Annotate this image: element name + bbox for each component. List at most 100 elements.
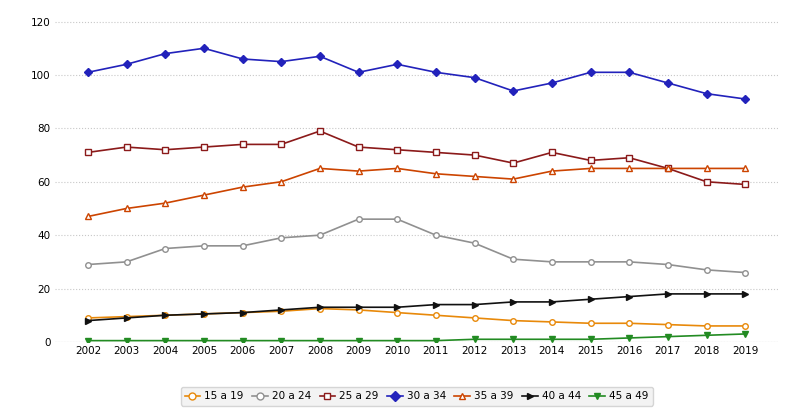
25 a 29: [625, 155, 634, 160]
15 a 19: [509, 318, 518, 323]
20 a 24: [354, 217, 363, 222]
40 a 44: [315, 305, 325, 310]
20 a 24: [625, 260, 634, 265]
15 a 19: [586, 321, 595, 326]
35 a 39: [354, 169, 363, 173]
Line: 40 a 44: 40 a 44: [85, 291, 748, 323]
45 a 49: [315, 338, 325, 343]
15 a 19: [432, 313, 441, 318]
35 a 39: [315, 166, 325, 171]
25 a 29: [122, 145, 131, 150]
45 a 49: [702, 333, 711, 338]
40 a 44: [432, 302, 441, 307]
45 a 49: [663, 334, 673, 339]
30 a 34: [586, 70, 595, 75]
30 a 34: [740, 96, 750, 101]
40 a 44: [238, 310, 248, 315]
45 a 49: [83, 338, 93, 343]
30 a 34: [509, 89, 518, 94]
35 a 39: [625, 166, 634, 171]
35 a 39: [392, 166, 402, 171]
40 a 44: [625, 294, 634, 299]
25 a 29: [509, 161, 518, 166]
25 a 29: [470, 152, 479, 157]
25 a 29: [547, 150, 556, 155]
40 a 44: [199, 311, 208, 316]
15 a 19: [160, 313, 170, 318]
30 a 34: [315, 54, 325, 59]
30 a 34: [160, 51, 170, 56]
15 a 19: [663, 322, 673, 327]
30 a 34: [547, 80, 556, 85]
35 a 39: [432, 171, 441, 176]
25 a 29: [702, 179, 711, 184]
20 a 24: [509, 257, 518, 262]
20 a 24: [702, 267, 711, 272]
30 a 34: [277, 59, 286, 64]
15 a 19: [740, 323, 750, 328]
20 a 24: [238, 243, 248, 248]
40 a 44: [122, 316, 131, 321]
35 a 39: [199, 193, 208, 198]
25 a 29: [663, 166, 673, 171]
40 a 44: [277, 307, 286, 312]
20 a 24: [277, 235, 286, 240]
40 a 44: [392, 305, 402, 310]
15 a 19: [392, 310, 402, 315]
35 a 39: [238, 185, 248, 190]
40 a 44: [354, 305, 363, 310]
15 a 19: [83, 316, 93, 321]
15 a 19: [702, 323, 711, 328]
40 a 44: [509, 300, 518, 304]
15 a 19: [625, 321, 634, 326]
35 a 39: [663, 166, 673, 171]
25 a 29: [199, 145, 208, 150]
40 a 44: [547, 300, 556, 304]
35 a 39: [122, 206, 131, 211]
35 a 39: [470, 174, 479, 179]
25 a 29: [354, 145, 363, 150]
20 a 24: [470, 241, 479, 246]
25 a 29: [238, 142, 248, 147]
20 a 24: [122, 260, 131, 265]
35 a 39: [702, 166, 711, 171]
20 a 24: [663, 262, 673, 267]
40 a 44: [740, 291, 750, 296]
15 a 19: [470, 316, 479, 321]
40 a 44: [663, 291, 673, 296]
45 a 49: [586, 337, 595, 342]
20 a 24: [432, 233, 441, 238]
40 a 44: [83, 318, 93, 323]
25 a 29: [160, 147, 170, 152]
25 a 29: [432, 150, 441, 155]
25 a 29: [83, 150, 93, 155]
20 a 24: [83, 262, 93, 267]
25 a 29: [392, 147, 402, 152]
30 a 34: [663, 80, 673, 85]
35 a 39: [160, 201, 170, 206]
15 a 19: [122, 314, 131, 319]
20 a 24: [315, 233, 325, 238]
45 a 49: [625, 335, 634, 340]
35 a 39: [547, 169, 556, 173]
35 a 39: [586, 166, 595, 171]
30 a 34: [470, 75, 479, 80]
25 a 29: [315, 129, 325, 133]
Legend: 15 a 19, 20 a 24, 25 a 29, 30 a 34, 35 a 39, 40 a 44, 45 a 49: 15 a 19, 20 a 24, 25 a 29, 30 a 34, 35 a…: [181, 387, 652, 405]
Line: 30 a 34: 30 a 34: [85, 45, 748, 102]
45 a 49: [432, 338, 441, 343]
20 a 24: [740, 270, 750, 275]
35 a 39: [83, 214, 93, 219]
40 a 44: [470, 302, 479, 307]
40 a 44: [160, 313, 170, 318]
15 a 19: [354, 307, 363, 312]
45 a 49: [740, 332, 750, 337]
20 a 24: [547, 260, 556, 265]
30 a 34: [122, 62, 131, 67]
35 a 39: [740, 166, 750, 171]
45 a 49: [509, 337, 518, 342]
15 a 19: [238, 310, 248, 315]
20 a 24: [160, 246, 170, 251]
30 a 34: [625, 70, 634, 75]
40 a 44: [586, 297, 595, 302]
